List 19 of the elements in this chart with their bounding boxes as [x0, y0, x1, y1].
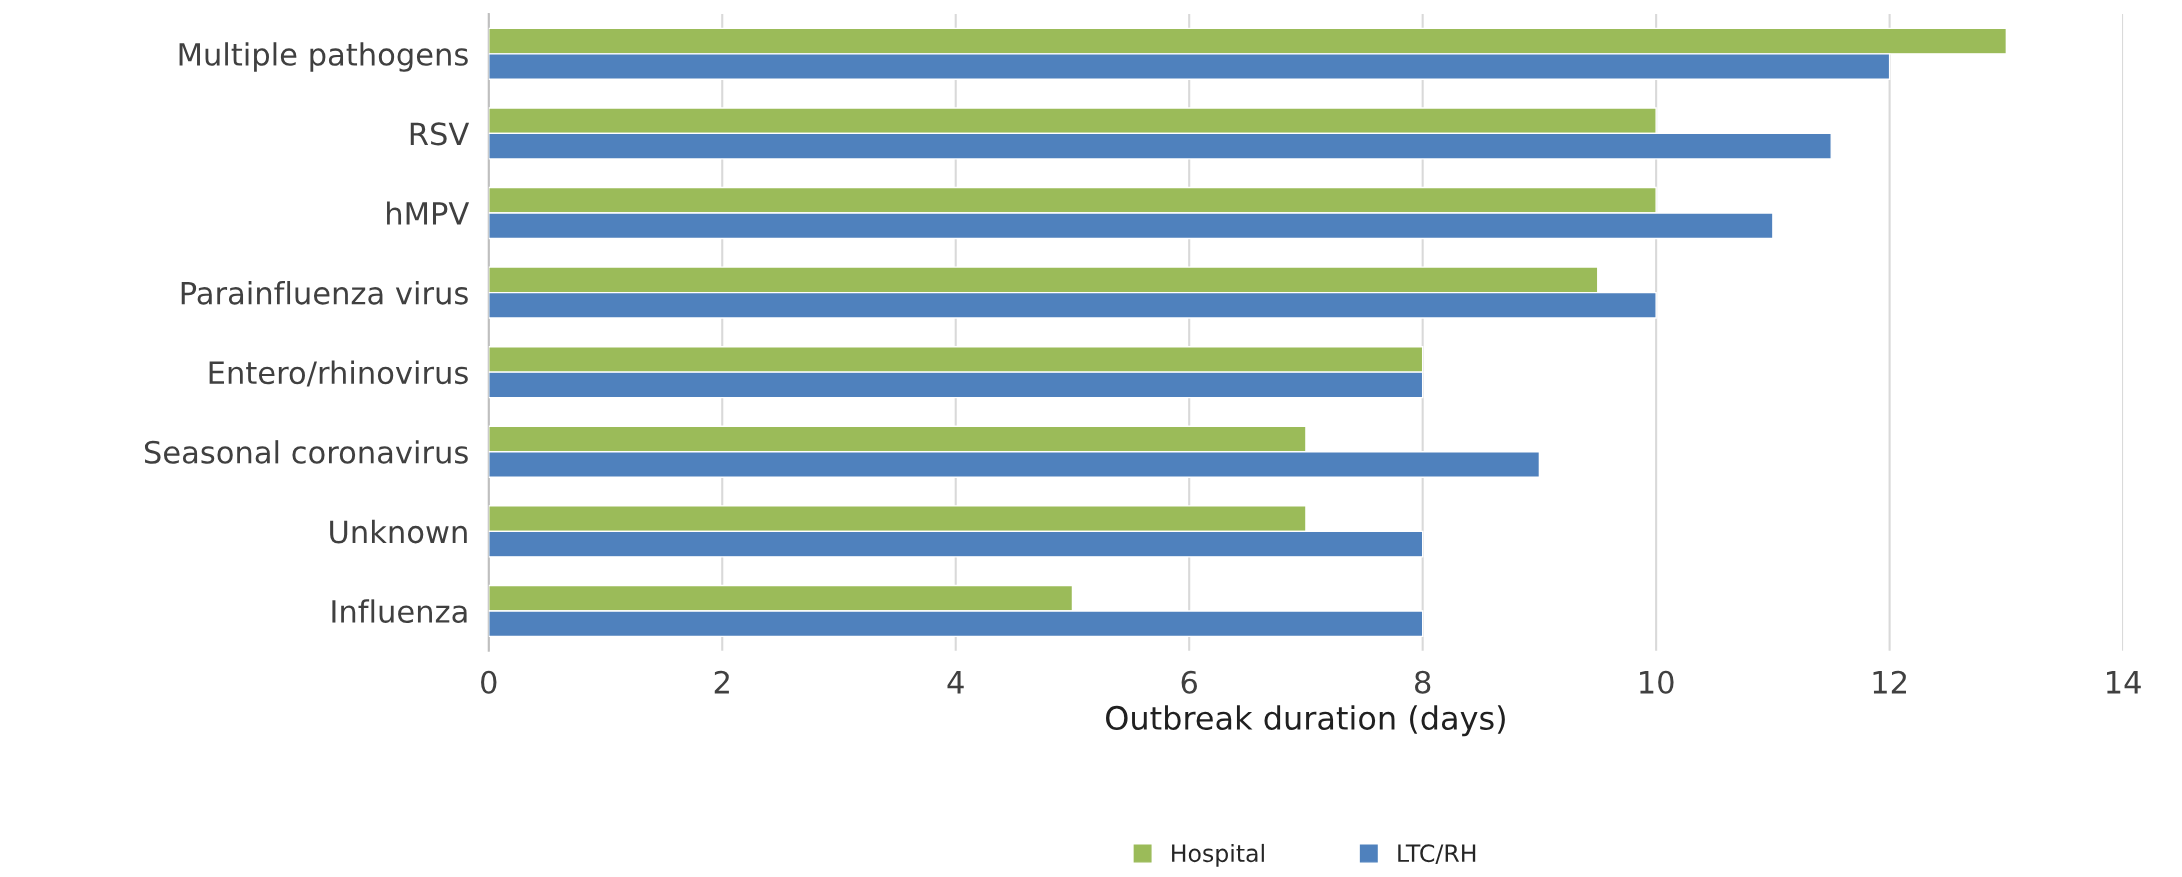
y-tick-label: Multiple pathogens	[179, 42, 468, 72]
y-tick-label: RSV	[410, 122, 470, 146]
y-tick-label: Unknown	[330, 519, 467, 544]
x-axis-title: Outbreak duration (days)	[1106, 705, 1505, 737]
x-tick-label: 0	[481, 670, 497, 694]
x-tick-label: 8	[1415, 670, 1431, 694]
x-tick-label: 4	[947, 671, 964, 694]
legend-label: Hospital	[1172, 843, 1264, 867]
x-tick-label: 14	[2107, 671, 2141, 694]
x-tick-label: 12	[1873, 670, 1906, 694]
y-tick-label: Parainfluenza virus	[181, 280, 468, 305]
y-tick-label: Entero/rhinovirus	[209, 360, 468, 387]
y-tick-label: hMPV	[387, 201, 470, 225]
x-tick-label: 6	[1181, 670, 1197, 694]
y-tick-label: Influenza	[332, 599, 467, 623]
x-tick-label: 2	[714, 670, 729, 694]
x-tick-label: 10	[1640, 670, 1674, 694]
legend-label: LTC/RH	[1398, 844, 1476, 865]
y-tick-label: Seasonal coronavirus	[144, 440, 468, 464]
